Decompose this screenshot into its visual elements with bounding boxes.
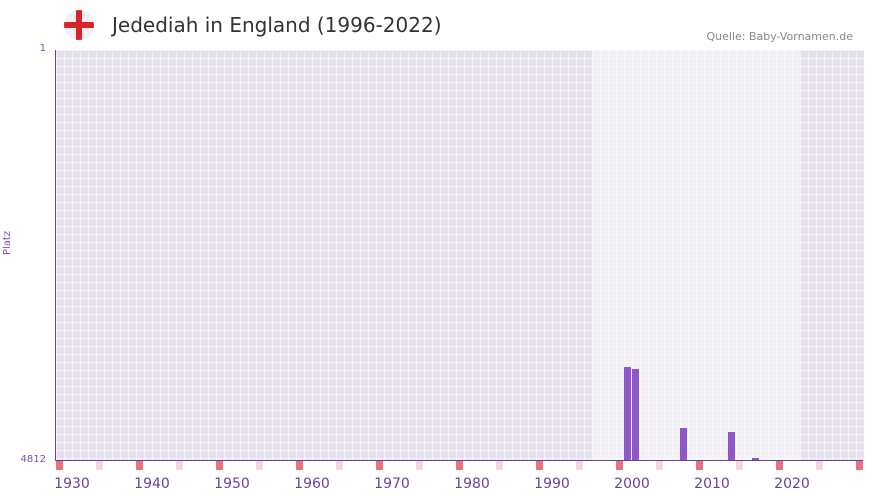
- year-marker: [176, 461, 183, 470]
- y-tick-bottom: 4812: [20, 454, 46, 465]
- year-marker: [336, 461, 343, 470]
- year-marker: [856, 461, 863, 470]
- year-marker: [136, 461, 143, 470]
- year-marker: [456, 461, 463, 470]
- x-tick-label: 1960: [294, 476, 330, 492]
- bar-2000[interactable]: [632, 369, 639, 460]
- x-tick-label: 1950: [214, 476, 250, 492]
- bar-2015[interactable]: [752, 457, 759, 460]
- year-marker: [656, 461, 663, 470]
- year-marker: [576, 461, 583, 470]
- x-tick-label: 1990: [534, 476, 570, 492]
- year-marker: [56, 461, 63, 470]
- x-axis-line: [55, 460, 863, 461]
- x-tick-label: 2000: [614, 476, 650, 492]
- year-marker: [416, 461, 423, 470]
- x-tick-label: 1970: [374, 476, 410, 492]
- year-marker: [296, 461, 303, 470]
- year-marker: [496, 461, 503, 470]
- bar-2006[interactable]: [680, 428, 687, 460]
- year-marker: [96, 461, 103, 470]
- x-tick-label: 1980: [454, 476, 490, 492]
- year-marker: [376, 461, 383, 470]
- x-tick-label: 1930: [54, 476, 90, 492]
- bar-2012[interactable]: [728, 432, 735, 460]
- y-tick-top: 1: [39, 43, 46, 54]
- england-flag-icon: [64, 10, 94, 40]
- year-marker: [216, 461, 223, 470]
- year-marker: [776, 461, 783, 470]
- year-marker: [816, 461, 823, 470]
- x-tick-label: 2010: [694, 476, 730, 492]
- plot-area: [55, 50, 864, 460]
- year-marker: [616, 461, 623, 470]
- year-marker: [736, 461, 743, 470]
- x-tick-label: 1940: [134, 476, 170, 492]
- year-marker: [256, 461, 263, 470]
- x-tick-label: 2020: [774, 476, 810, 492]
- source-link[interactable]: Quelle: Baby-Vornamen.de: [706, 30, 853, 43]
- y-axis-label: Platz: [2, 230, 13, 255]
- bar-1999[interactable]: [624, 366, 631, 460]
- chart-title: Jedediah in England (1996-2022): [112, 13, 442, 37]
- year-marker: [696, 461, 703, 470]
- year-marker: [536, 461, 543, 470]
